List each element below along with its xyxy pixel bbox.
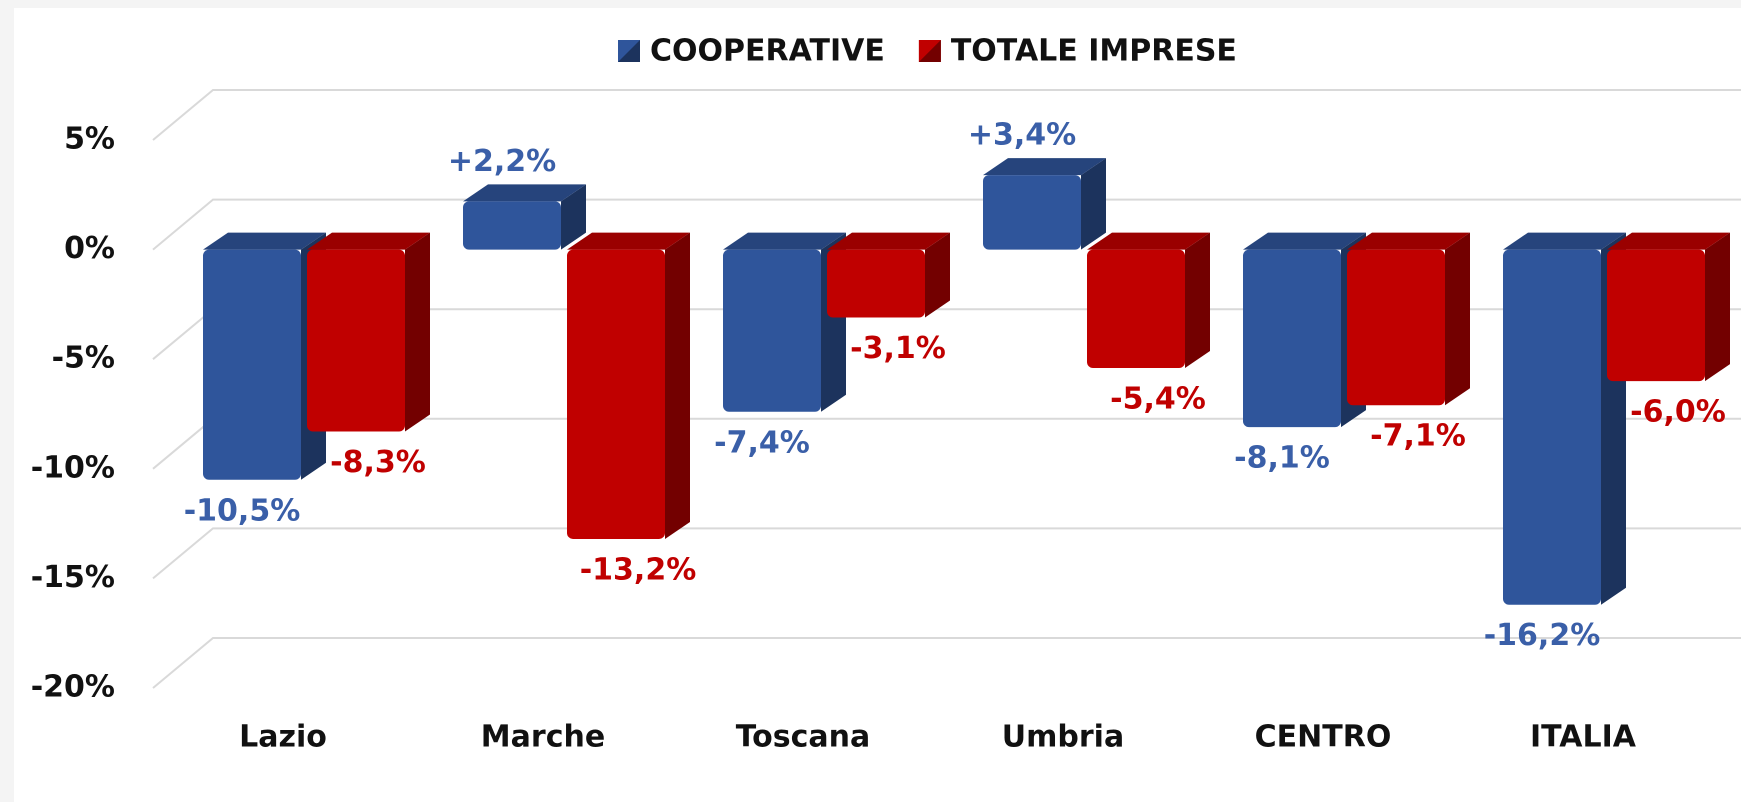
bar xyxy=(1087,249,1185,368)
x-tick-label: Marche xyxy=(481,720,605,755)
bar-side xyxy=(405,232,430,432)
y-tick-label: 0% xyxy=(64,231,115,266)
x-tick-label: ITALIA xyxy=(1530,720,1637,755)
bar-side xyxy=(1185,232,1210,368)
y-tick-label: -10% xyxy=(31,450,115,485)
grid-line xyxy=(152,527,1741,580)
bar-top xyxy=(827,232,950,250)
x-tick-label: CENTRO xyxy=(1255,720,1392,755)
bar-side xyxy=(1081,158,1106,250)
bar-top xyxy=(567,232,690,250)
legend-swatch-shade xyxy=(918,40,941,62)
value-label: -16,2% xyxy=(1484,618,1601,653)
x-tick-label: Toscana xyxy=(736,720,871,755)
x-tick-label: Umbria xyxy=(1002,720,1124,755)
bar-top xyxy=(1503,232,1626,250)
bar xyxy=(723,249,821,412)
bar-top xyxy=(463,184,586,202)
value-label: -3,1% xyxy=(850,331,946,366)
bar-side xyxy=(1705,232,1730,382)
bar xyxy=(567,249,665,539)
legend-label: TOTALE IMPRESE xyxy=(951,34,1237,69)
bar-top xyxy=(723,232,846,250)
y-tick-label: -15% xyxy=(31,560,115,595)
value-label: -10,5% xyxy=(184,493,301,528)
bar xyxy=(1243,249,1341,428)
y-tick-label: -5% xyxy=(52,341,115,376)
bar-top xyxy=(1607,232,1730,250)
bar xyxy=(307,249,405,432)
value-label: +2,2% xyxy=(448,144,556,179)
bar xyxy=(827,249,925,318)
bar xyxy=(1607,249,1705,382)
bar-top xyxy=(1347,232,1470,250)
bar-side xyxy=(1445,232,1470,406)
value-label: -6,0% xyxy=(1630,395,1726,430)
bar xyxy=(1503,249,1601,605)
bar xyxy=(463,201,561,250)
value-label: -7,1% xyxy=(1370,419,1466,454)
y-tick-label: 5% xyxy=(64,122,115,157)
value-label: +3,4% xyxy=(968,118,1076,153)
grid-line xyxy=(152,89,1741,141)
bar-side xyxy=(561,184,586,250)
value-label: -13,2% xyxy=(580,552,697,587)
bar xyxy=(203,249,301,480)
bar xyxy=(1347,249,1445,406)
legend-label: COOPERATIVE xyxy=(650,34,885,69)
bar-top xyxy=(983,158,1106,176)
bar-top xyxy=(307,232,430,250)
bar-top xyxy=(203,232,326,250)
grid-line xyxy=(152,198,1741,251)
y-tick-label: -20% xyxy=(31,670,115,705)
bar-top xyxy=(1243,232,1366,250)
value-label: -7,4% xyxy=(714,425,810,460)
bar xyxy=(983,175,1081,250)
x-tick-label: Lazio xyxy=(239,720,327,755)
value-label: -8,1% xyxy=(1234,441,1330,476)
bar-side xyxy=(925,232,950,318)
bar-top xyxy=(1087,232,1210,250)
value-label: -5,4% xyxy=(1110,381,1206,416)
legend-swatch-shade xyxy=(618,40,640,62)
value-label: -8,3% xyxy=(330,445,426,480)
grid-line xyxy=(152,637,1741,689)
bar-side xyxy=(665,232,690,539)
legend: COOPERATIVE TOTALE IMPRESE xyxy=(618,34,1237,69)
